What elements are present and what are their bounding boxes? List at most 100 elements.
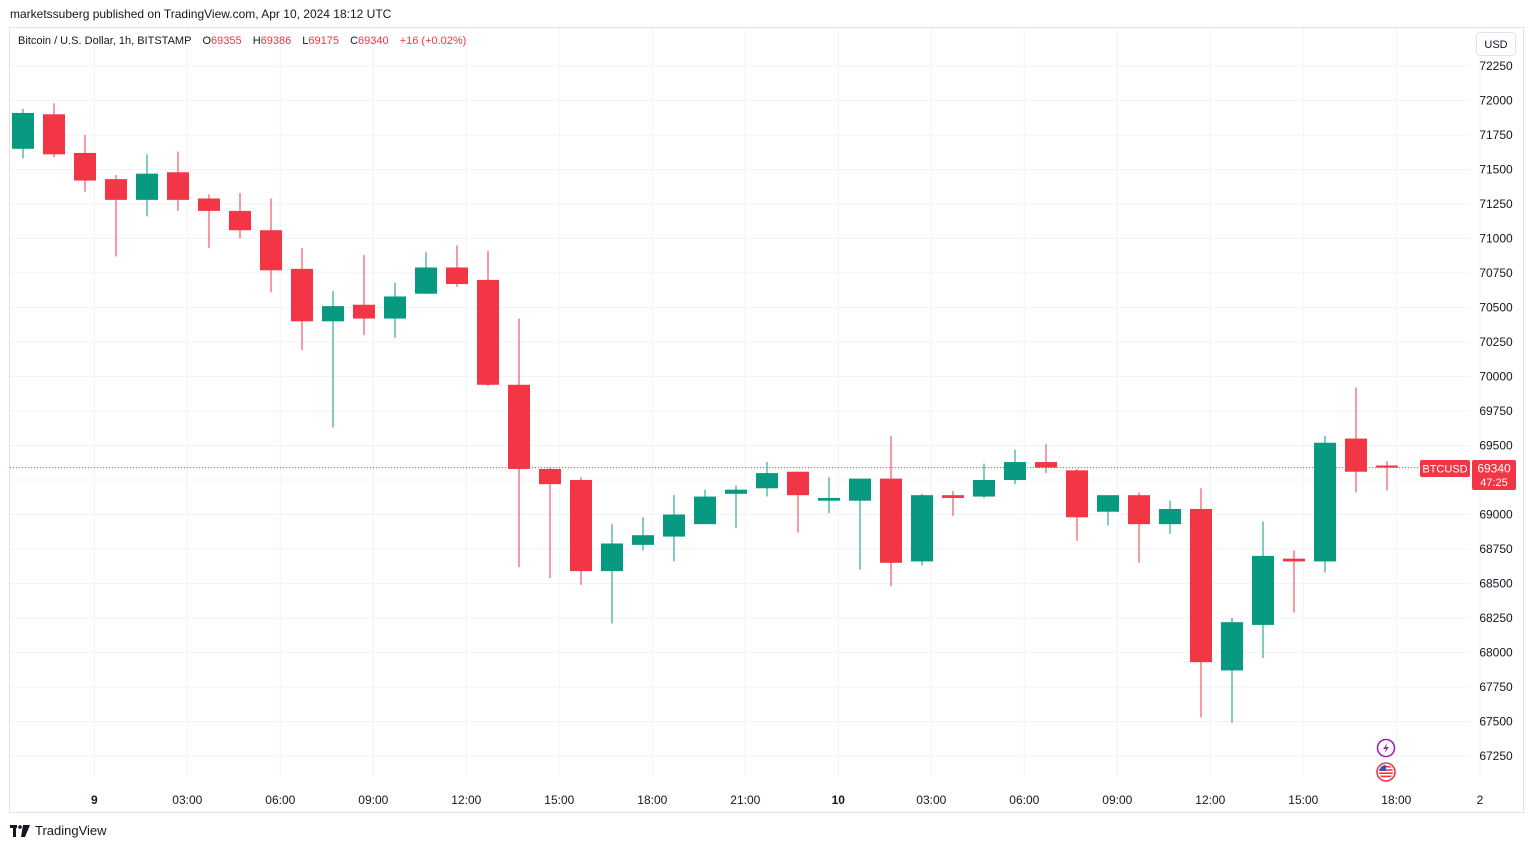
y-tick-label: 70750 [1479,266,1513,280]
close-value: 69340 [358,35,389,47]
candle-up[interactable] [1314,435,1336,573]
candle-body [415,267,437,294]
candle-up[interactable] [384,282,406,338]
ohlc-legend: Bitcoin / U.S. Dollar, 1h, BITSTAMP O693… [18,35,466,47]
candle-body [1345,438,1367,472]
candle-down[interactable] [74,135,96,192]
candle-down[interactable] [1376,461,1398,491]
candle-body [1128,495,1150,525]
currency-button[interactable]: USD [1476,32,1516,56]
y-tick-label: 70500 [1479,301,1513,315]
y-tick-label: 71000 [1479,232,1513,246]
chart-frame[interactable] [9,27,1524,813]
candle-up[interactable] [818,477,840,514]
candle-down[interactable] [942,491,964,516]
x-tick-label: 09:00 [358,793,388,807]
y-tick-label: 67250 [1479,749,1513,763]
candle-body [12,112,34,149]
x-tick-label: 03:00 [916,793,946,807]
y-tick-label: 68250 [1479,611,1513,625]
x-tick-label: 06:00 [265,793,295,807]
candle-down[interactable] [167,151,189,211]
candle-up[interactable] [911,493,933,566]
candle-up[interactable] [725,485,747,529]
candle-down[interactable] [291,248,313,351]
candle-down[interactable] [477,250,499,387]
candle-body [43,114,65,155]
candle-up[interactable] [756,462,778,497]
price-axis[interactable]: 72250 72000 71750 71500 71250 71000 70750 70500… [1479,59,1513,763]
candle-body [1314,442,1336,562]
candle-down[interactable] [105,175,127,257]
time-axis[interactable]: 9 03:00 06:00 09:00 12:00 15:00 18:00 21:00 10 03… [91,793,1484,807]
grid [10,28,1481,776]
candle-body [663,514,685,537]
open-value: 69355 [211,35,242,47]
candle-up[interactable] [601,524,623,624]
candle-body [229,210,251,231]
candle-up[interactable] [12,108,34,159]
candle-up[interactable] [663,495,685,562]
x-tick-label: 15:00 [1288,793,1318,807]
y-tick-label: 67500 [1479,715,1513,729]
candle-body [942,495,964,498]
candle-body [1097,495,1119,512]
candle-down[interactable] [260,198,282,293]
x-tick-label: 09:00 [1102,793,1132,807]
candle-body [1066,470,1088,518]
lightning-event-icon[interactable] [1376,738,1396,758]
candle-body [136,173,158,200]
candle-down[interactable] [353,255,375,336]
candle-up[interactable] [322,290,344,428]
candle-body [973,480,995,497]
candle-down[interactable] [1066,468,1088,541]
candle-up[interactable] [1252,521,1274,659]
candle-up[interactable] [973,463,995,498]
candle-up[interactable] [1004,449,1026,485]
candle-down[interactable] [229,192,251,239]
candle-up[interactable] [1159,500,1181,534]
candle-body [74,152,96,181]
x-tick-label: 10 [832,793,846,807]
candle-body [539,468,561,485]
footer-brand[interactable]: TradingView [10,823,107,838]
candle-down[interactable] [508,318,530,567]
candle-body [849,478,871,501]
candle-up[interactable] [415,252,437,294]
y-tick-label: 69000 [1479,508,1513,522]
candle-up[interactable] [632,517,654,551]
candle-up[interactable] [136,154,158,217]
us-flag-event-icon[interactable] [1376,762,1396,782]
candle-down[interactable] [539,467,561,578]
candle-body [880,478,902,563]
candle-down[interactable] [1190,488,1212,718]
candle-down[interactable] [1128,492,1150,563]
symbol-tag-label: BTCUSD [1422,464,1467,476]
candle-down[interactable] [787,471,809,533]
candle-up[interactable] [1097,495,1119,526]
y-tick-label: 70000 [1479,370,1513,384]
candle-down[interactable] [446,245,468,287]
candle-up[interactable] [1221,618,1243,723]
candle-body [570,480,592,572]
candle-down[interactable] [43,103,65,158]
x-tick-label: 12:00 [451,793,481,807]
candle-down[interactable] [1035,444,1057,474]
candle-body [1190,508,1212,663]
candle-down[interactable] [880,435,902,587]
y-tick-label: 70250 [1479,335,1513,349]
candle-up[interactable] [694,489,716,525]
candle-up[interactable] [849,478,871,570]
candle-body [1283,558,1305,562]
candle-body [1221,622,1243,671]
candle-down[interactable] [1283,550,1305,613]
bar-countdown: 47:25 [1480,477,1508,489]
candle-body [105,179,127,200]
x-tick-label: 21:00 [730,793,760,807]
candle-down[interactable] [570,477,592,585]
y-tick-label: 71250 [1479,197,1513,211]
candle-down[interactable] [198,194,220,249]
candle-down[interactable] [1345,387,1367,493]
candle-body [1159,508,1181,525]
